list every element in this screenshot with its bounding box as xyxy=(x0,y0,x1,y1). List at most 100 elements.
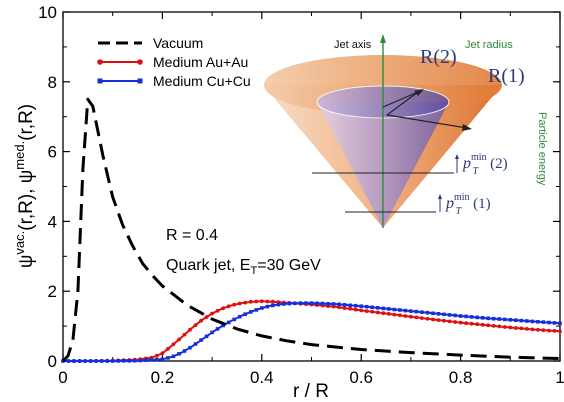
legend-label-cu: Medium Cu+Cu xyxy=(153,73,251,89)
point-medium-cu-cu xyxy=(320,301,325,306)
point-medium-cu-cu xyxy=(94,359,98,363)
point-medium-cu-cu xyxy=(497,317,502,321)
point-medium-cu-cu xyxy=(193,342,198,346)
point-medium-au-au xyxy=(414,315,419,320)
point-medium-au-au xyxy=(381,311,386,316)
point-medium-cu-cu xyxy=(221,323,225,328)
point-medium-au-au xyxy=(237,301,242,306)
point-medium-au-au xyxy=(364,309,369,313)
point-medium-cu-cu xyxy=(298,301,303,305)
point-medium-cu-cu xyxy=(326,302,330,306)
point-medium-cu-cu xyxy=(293,301,297,306)
point-medium-cu-cu xyxy=(392,307,397,312)
point-medium-cu-cu xyxy=(177,352,181,356)
point-medium-cu-cu xyxy=(105,359,109,363)
point-medium-cu-cu xyxy=(276,302,281,307)
pt2-label: pmin T (2) xyxy=(462,152,508,177)
point-medium-cu-cu xyxy=(453,313,457,318)
point-medium-au-au xyxy=(193,323,198,328)
y-tick-label: 6 xyxy=(48,143,57,162)
point-medium-cu-cu xyxy=(215,327,220,331)
point-medium-cu-cu xyxy=(503,317,507,322)
point-medium-cu-cu xyxy=(414,309,419,314)
point-medium-cu-cu xyxy=(110,359,115,363)
point-medium-cu-cu xyxy=(469,315,474,319)
point-medium-au-au xyxy=(497,324,502,329)
series-layer xyxy=(61,97,562,363)
point-medium-cu-cu xyxy=(199,338,203,342)
point-medium-au-au xyxy=(436,318,441,322)
point-medium-cu-cu xyxy=(309,301,314,305)
point-medium-au-au xyxy=(337,305,341,310)
point-medium-cu-cu xyxy=(243,312,247,316)
point-medium-cu-cu xyxy=(155,357,159,362)
point-medium-cu-cu xyxy=(530,319,535,324)
point-medium-au-au xyxy=(259,299,264,304)
point-medium-cu-cu xyxy=(331,302,336,306)
point-medium-au-au xyxy=(392,312,397,317)
x-tick-label: 0.4 xyxy=(250,368,274,387)
point-medium-cu-cu xyxy=(558,321,562,326)
point-medium-cu-cu xyxy=(519,318,524,323)
jet-radius-label: Jet radius xyxy=(465,39,513,51)
point-medium-cu-cu xyxy=(442,312,446,317)
r2-label: R(2) xyxy=(420,46,457,68)
point-medium-au-au xyxy=(552,329,557,333)
point-medium-cu-cu xyxy=(342,303,347,307)
point-medium-cu-cu xyxy=(127,359,132,363)
point-medium-cu-cu xyxy=(353,303,358,308)
point-medium-cu-cu xyxy=(116,359,120,363)
point-medium-au-au xyxy=(530,327,535,332)
point-medium-cu-cu xyxy=(304,301,308,305)
point-medium-au-au xyxy=(420,316,424,320)
particle-arrowhead-2 xyxy=(462,124,472,131)
point-medium-cu-cu xyxy=(381,306,386,311)
point-medium-au-au xyxy=(359,308,364,313)
point-medium-au-au xyxy=(403,314,408,318)
point-medium-cu-cu xyxy=(282,302,286,306)
point-medium-cu-cu xyxy=(149,358,154,362)
y-tick-label: 4 xyxy=(48,212,57,231)
point-medium-au-au xyxy=(199,318,204,323)
point-medium-cu-cu xyxy=(514,318,518,322)
point-medium-cu-cu xyxy=(376,306,380,310)
y-tick-label: 2 xyxy=(48,282,57,301)
point-medium-cu-cu xyxy=(541,320,546,324)
point-medium-cu-cu xyxy=(171,354,176,359)
point-medium-au-au xyxy=(166,347,170,351)
point-medium-cu-cu xyxy=(166,356,170,360)
point-medium-cu-cu xyxy=(188,345,192,350)
annotation-radius: R = 0.4 xyxy=(166,227,218,244)
point-medium-au-au xyxy=(536,327,540,332)
pt1-arrowhead xyxy=(438,194,442,199)
point-medium-cu-cu xyxy=(458,314,463,318)
point-medium-cu-cu xyxy=(249,310,253,314)
particle-energy-label: Particle energy xyxy=(536,112,548,186)
r1-label: R(1) xyxy=(488,65,525,87)
point-medium-au-au xyxy=(215,308,220,313)
point-medium-au-au xyxy=(541,328,546,333)
point-medium-cu-cu xyxy=(536,320,540,324)
point-medium-cu-cu xyxy=(133,358,137,363)
point-medium-cu-cu xyxy=(486,316,490,321)
point-medium-cu-cu xyxy=(431,311,435,316)
legend-marker-cu-right xyxy=(137,78,143,84)
point-medium-au-au xyxy=(243,300,248,305)
x-tick-label: 0.2 xyxy=(151,368,175,387)
point-medium-cu-cu xyxy=(525,319,529,323)
point-medium-au-au xyxy=(491,324,496,328)
point-medium-cu-cu xyxy=(232,317,236,322)
point-medium-au-au xyxy=(375,310,380,315)
point-medium-au-au xyxy=(409,314,413,319)
point-medium-cu-cu xyxy=(72,359,76,363)
point-medium-cu-cu xyxy=(436,312,441,316)
point-medium-cu-cu xyxy=(99,359,104,363)
point-medium-au-au xyxy=(270,299,275,304)
point-medium-cu-cu xyxy=(138,358,143,363)
point-medium-au-au xyxy=(232,302,237,307)
point-medium-au-au xyxy=(425,316,430,321)
series-line-medium-au-au xyxy=(63,300,561,362)
point-medium-au-au xyxy=(210,311,215,316)
point-medium-cu-cu xyxy=(287,301,292,306)
point-medium-cu-cu xyxy=(182,349,187,353)
